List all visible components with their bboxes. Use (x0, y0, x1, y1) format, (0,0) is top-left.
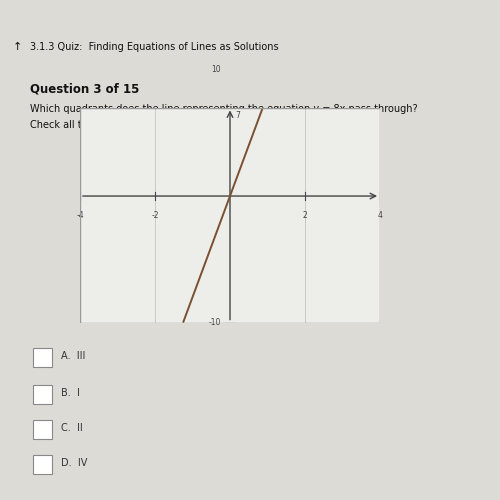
Text: Question 3 of 15: Question 3 of 15 (30, 82, 140, 95)
Text: -4: -4 (76, 211, 84, 220)
Text: 7: 7 (236, 112, 240, 120)
Text: B.  I: B. I (60, 388, 80, 398)
Text: ↑: ↑ (12, 42, 22, 52)
FancyBboxPatch shape (32, 455, 52, 474)
Text: 10: 10 (211, 65, 220, 74)
Text: 3.1.3 Quiz:  Finding Equations of Lines as Solutions: 3.1.3 Quiz: Finding Equations of Lines a… (30, 42, 278, 52)
Text: -2: -2 (151, 211, 159, 220)
Text: C.  II: C. II (60, 423, 82, 433)
Text: Which quadrants does the line representing the equation y = 8x pass through?: Which quadrants does the line representi… (30, 104, 417, 114)
Text: A.  III: A. III (60, 350, 85, 360)
FancyBboxPatch shape (32, 420, 52, 439)
FancyBboxPatch shape (32, 348, 52, 367)
Text: Check all that apply.: Check all that apply. (30, 120, 130, 130)
FancyBboxPatch shape (32, 385, 52, 404)
Text: D.  IV: D. IV (60, 458, 87, 468)
Text: 2: 2 (302, 211, 308, 220)
Text: 4: 4 (378, 211, 382, 220)
Text: -10: -10 (208, 318, 220, 327)
